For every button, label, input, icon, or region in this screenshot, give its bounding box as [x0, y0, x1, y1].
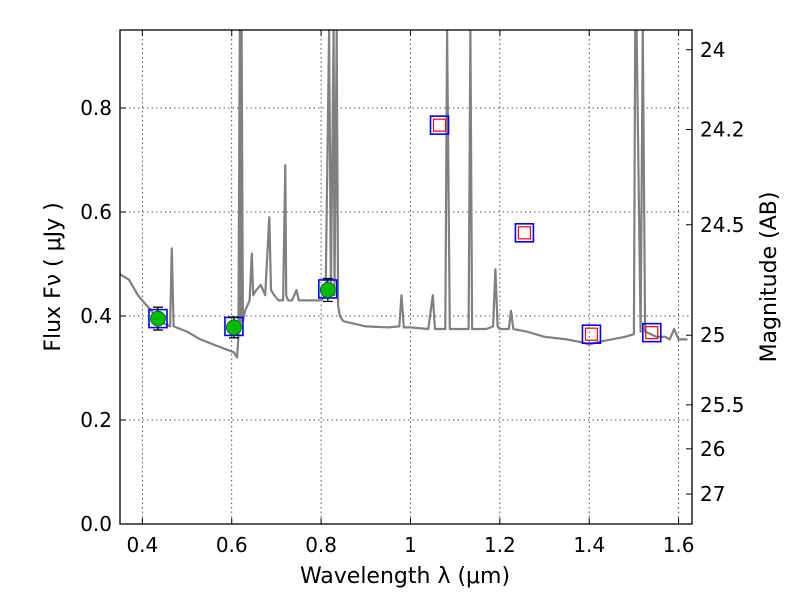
right-tick-label: 25.5: [700, 393, 745, 417]
spectrum-series: [120, 30, 688, 359]
upper-limit-marker: [432, 118, 447, 132]
right-tick-label: 24: [700, 38, 725, 62]
spectrum-line: [120, 30, 688, 359]
y-tick-label: 0.0: [80, 512, 112, 536]
right-tick-label: 26: [700, 437, 725, 461]
photometry-markers: [148, 115, 662, 345]
upper-limit-marker: [517, 226, 532, 240]
axes: [119, 29, 693, 525]
right-tick-label: 24.2: [700, 118, 745, 142]
x-tick-label: 1.6: [663, 533, 695, 557]
tick-labels: 0.4 0.6 0.8 1 1.2 1.4 1.6 0.0 0.2 0.4 0.6 0.8 24 24.2…: [80, 38, 744, 557]
right-tick-label: 25: [700, 323, 725, 347]
plot-frame: [119, 29, 693, 525]
x-axis-label: Wavelength λ (μm): [300, 564, 510, 589]
model-flux-marker: [641, 322, 662, 343]
right-tick-label: 24.5: [700, 213, 745, 237]
model-flux-marker: [514, 223, 535, 243]
model-flux-marker: [429, 115, 450, 135]
y-axis-label: Flux Fν ( μJy ): [41, 202, 66, 351]
x-tick-label: 1.2: [484, 533, 516, 557]
y-tick-label: 0.4: [80, 304, 112, 328]
y-tick-label: 0.8: [80, 96, 112, 120]
x-tick-label: 0.8: [305, 533, 337, 557]
upper-limit-marker: [645, 326, 659, 340]
grid: [120, 30, 692, 525]
observed-flux-point: [150, 310, 166, 327]
y-tick-label: 0.2: [80, 408, 112, 432]
x-tick-label: 1: [404, 533, 417, 557]
x-tick-label: 0.6: [216, 533, 248, 557]
model-flux-marker: [581, 324, 602, 345]
observed-flux-point: [319, 282, 336, 298]
x-tick-label: 1.4: [573, 533, 605, 557]
x-tick-label: 0.4: [126, 533, 158, 557]
right-tick-label: 27: [700, 482, 725, 506]
upper-limit-marker: [584, 327, 599, 341]
y-tick-label: 0.6: [80, 200, 112, 224]
observed-flux-point: [226, 319, 242, 336]
right-axis-label: Magnitude (AB): [757, 192, 782, 363]
